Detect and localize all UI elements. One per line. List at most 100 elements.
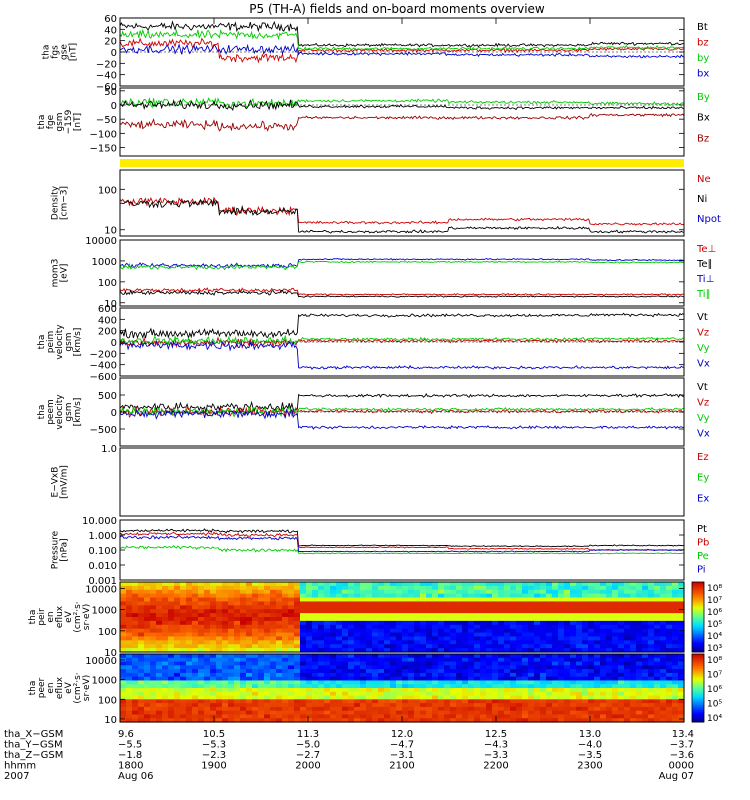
spectrogram-cell [192,609,199,614]
spectrogram-cell [300,691,307,697]
spectrogram-cell [588,706,595,712]
spectrogram-cell [468,582,475,587]
spectrogram-cell [324,632,331,638]
x-row-value: −1.8 [118,750,142,761]
legend-label: Vy [697,413,710,424]
spectrogram-cell [228,699,235,704]
spectrogram-cell [606,644,613,649]
spectrogram-cell [180,605,187,610]
spectrogram-cell [240,636,247,641]
spectrogram-cell [666,597,673,603]
spectrogram-cell [294,661,301,666]
spectrogram-cell [678,613,685,618]
spectrogram-cell [126,601,133,606]
spectrogram-cell [174,601,181,606]
spectrogram-cell [642,710,649,716]
spectrogram-cell [204,585,211,591]
spectrogram-cell [138,676,145,682]
spectrogram-cell [468,601,475,606]
spectrogram-cell [498,706,505,712]
spectrogram-cell [300,644,307,649]
spectrogram-cell [456,620,463,626]
spectrogram-cell [156,640,163,645]
spectrogram-cell [186,691,193,697]
spectrogram-cell [324,585,331,591]
spectrogram-cell [138,680,145,685]
spectrogram-cell [180,640,187,645]
spectrogram-cell [672,669,679,674]
spectrogram-cell [540,617,547,622]
spectrogram-cell [420,661,427,666]
spectrogram-cell [438,699,445,704]
spectrogram-cell [408,699,415,704]
spectrogram-cell [480,665,487,670]
y-axis-label: tha [37,335,47,350]
spectrogram-cell [666,684,673,689]
spectrogram-cell [168,597,175,603]
spectrogram-cell [420,582,427,587]
spectrogram-cell [462,718,469,723]
spectrogram-cell [426,669,433,674]
spectrogram-cell [654,589,661,595]
spectrogram-cell [150,605,157,610]
spectrogram-cell [240,703,247,708]
spectrogram-cell [342,706,349,712]
legend-label: Vz [697,398,709,409]
spectrogram-cell [288,654,295,659]
spectrogram-cell [528,620,535,626]
spectrogram-cell [540,640,547,645]
spectrogram-cell [246,680,253,685]
spectrogram-cell [450,676,457,682]
spectrogram-cell [624,665,631,670]
spectrogram-cell [678,620,685,626]
spectrogram-cell [408,657,415,663]
spectrogram-cell [306,585,313,591]
spectrogram-cell [342,617,349,622]
spectrogram-cell [540,605,547,610]
spectrogram-cell [570,688,577,693]
spectrogram-cell [210,657,217,663]
spectrogram-cell [372,691,379,697]
spectrogram-cell [564,620,571,626]
spectrogram-cell [522,648,529,653]
spectrogram-cell [174,613,181,618]
spectrogram-cell [462,654,469,659]
spectrogram-cell [414,585,421,591]
spectrogram-cell [306,605,313,610]
spectrogram-cell [192,657,199,663]
spectrogram-cell [300,617,307,622]
spectrogram-cell [648,661,655,666]
spectrogram-cell [384,585,391,591]
spectrogram-cell [330,589,337,595]
spectrogram-cell [432,597,439,603]
spectrogram-cell [354,688,361,693]
spectrogram-cell [366,706,373,712]
spectrogram-cell [636,624,643,630]
legend-label: Ey [697,473,709,484]
spectrogram-cell [528,714,535,719]
colorbar-cell [692,686,704,689]
spectrogram-cell [168,703,175,708]
spectrogram-cell [630,684,637,689]
spectrogram-cell [654,613,661,618]
spectrogram-cell [270,632,277,638]
spectrogram-cell [630,714,637,719]
spectrogram-cell [606,632,613,638]
spectrogram-cell [372,648,379,653]
spectrogram-cell [468,676,475,682]
spectrogram-cell [492,601,499,606]
spectrogram-cell [624,672,631,678]
spectrogram-cell [456,593,463,599]
spectrogram-cell [408,605,415,610]
spectrogram-cell [180,718,187,723]
spectrogram-cell [516,680,523,685]
spectrogram-cell [630,676,637,682]
spectrogram-cell [522,706,529,712]
spectrogram-cell [420,680,427,685]
spectrogram-cell [414,691,421,697]
spectrogram-cell [408,684,415,689]
spectrogram-cell [486,589,493,595]
spectrogram-cell [138,609,145,614]
spectrogram-cell [276,703,283,708]
spectrogram-cell [360,640,367,645]
